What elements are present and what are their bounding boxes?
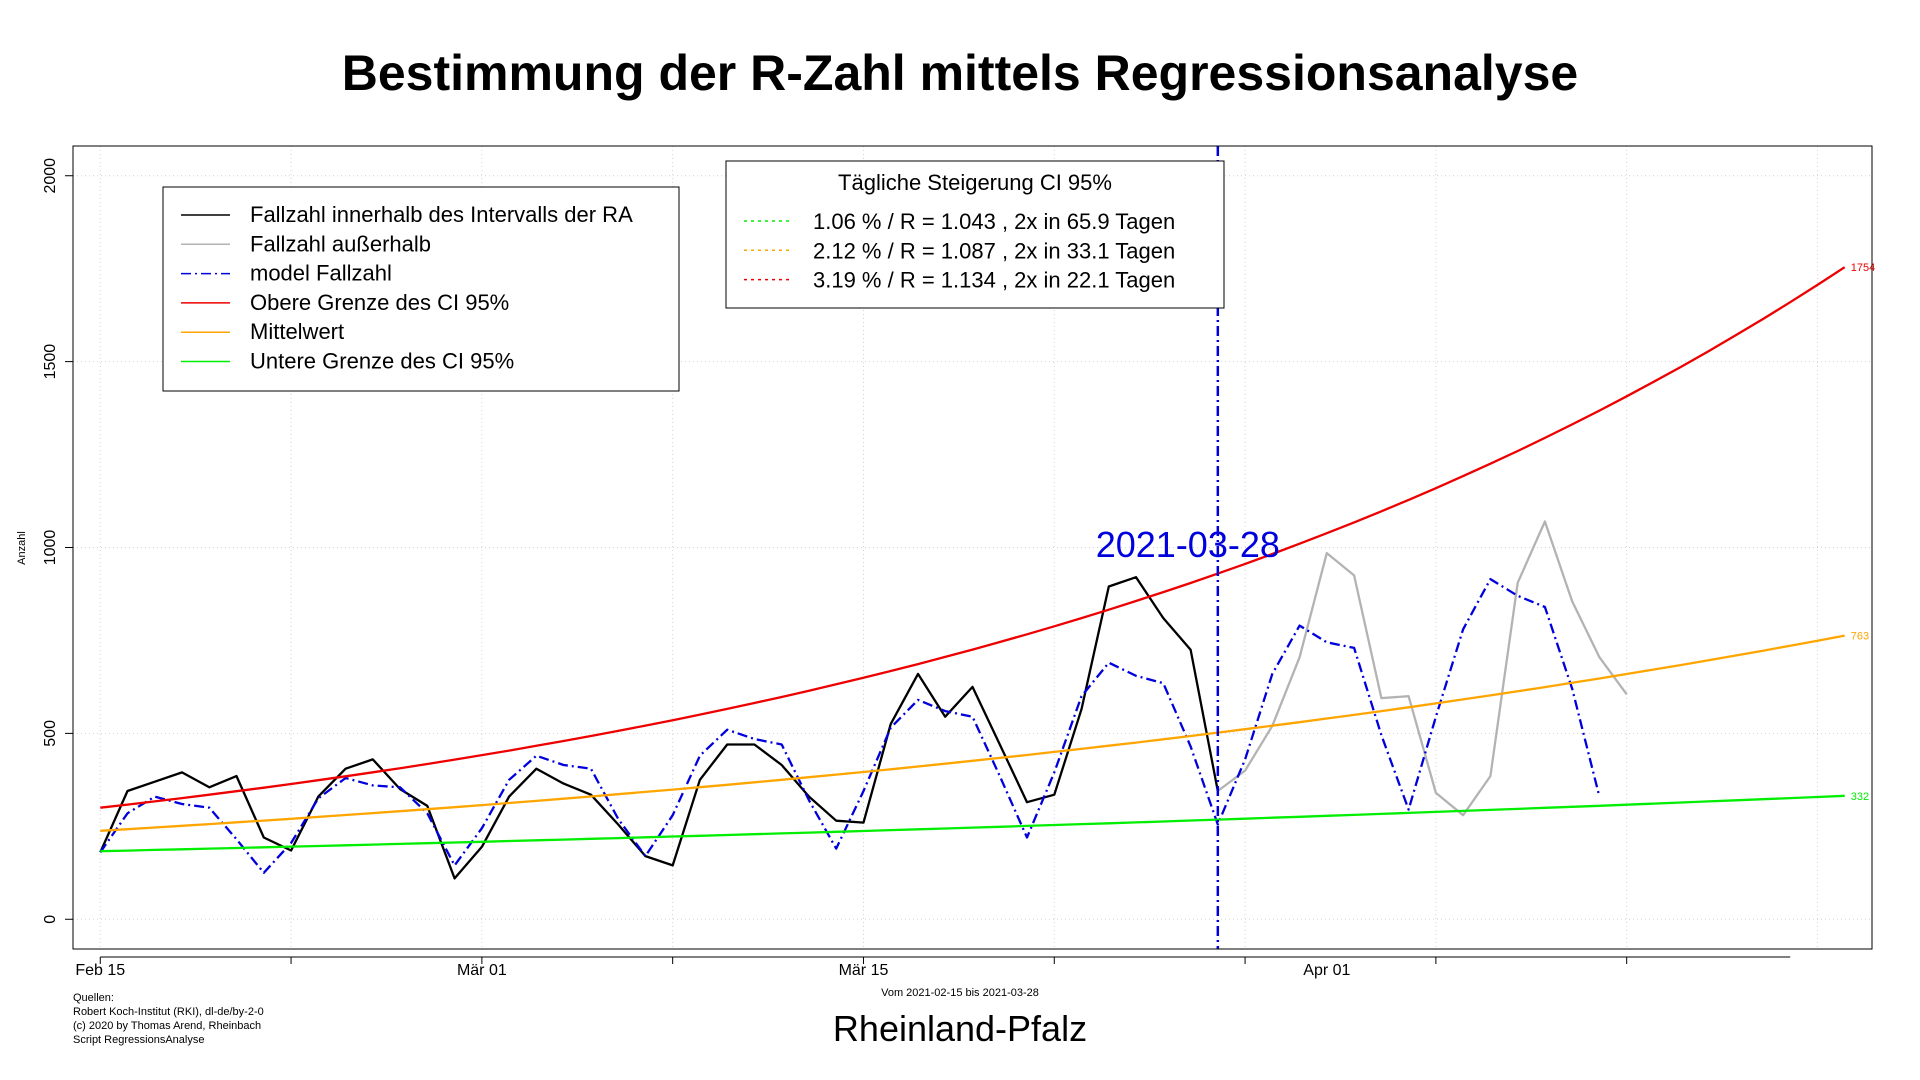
legend-label: Fallzahl innerhalb des Intervalls der RA — [250, 202, 633, 227]
ci-legend-label: 2.12 % / R = 1.087 , 2x in 33.1 Tagen — [813, 238, 1175, 263]
y-tick-label: 1500 — [42, 344, 59, 380]
legend-label: Untere Grenze des CI 95% — [250, 349, 514, 374]
ci-legend-label: 1.06 % / R = 1.043 , 2x in 65.9 Tagen — [813, 209, 1175, 234]
series-end-label: 1754 — [1851, 262, 1875, 274]
y-tick-label: 1000 — [42, 530, 59, 566]
date-range-text: Vom 2021-02-15 bis 2021-03-28 — [881, 987, 1039, 999]
x-tick-label: Feb 15 — [75, 962, 125, 979]
series-line — [1217, 520, 1628, 817]
y-tick-label: 500 — [42, 720, 59, 747]
series-line — [99, 577, 1601, 874]
legend-label: Fallzahl außerhalb — [250, 231, 431, 256]
series-line — [100, 266, 1846, 809]
legend-box — [162, 186, 680, 392]
series-end-label: 332 — [1851, 791, 1869, 803]
series-line — [100, 794, 1845, 853]
legend-label: Mittelwert — [250, 319, 344, 344]
legend: Fallzahl innerhalb des Intervalls der RA… — [162, 186, 680, 392]
source-line: Script RegressionsAnalyse — [73, 1034, 205, 1046]
ci-legend-title: Tägliche Steigerung CI 95% — [838, 170, 1112, 195]
series-end-label: 763 — [1851, 631, 1869, 643]
series-line — [100, 634, 1845, 832]
legend-label: Obere Grenze des CI 95% — [250, 290, 509, 315]
y-tick-label: 2000 — [42, 158, 59, 194]
x-tick-label: Apr 01 — [1303, 962, 1350, 979]
series-line — [99, 576, 1219, 880]
x-tick-label: Mär 01 — [457, 962, 507, 979]
legend-label: model Fallzahl — [250, 261, 392, 286]
ci-legend-box — [725, 160, 1225, 309]
chart-title: Bestimmung der R-Zahl mittels Regression… — [341, 45, 1579, 101]
y-axis-label: Anzahl — [16, 531, 28, 565]
x-tick-label: Mär 15 — [839, 962, 889, 979]
y-tick-label: 0 — [42, 915, 59, 924]
marker-label: 2021-03-28 — [1096, 524, 1280, 565]
ci-legend-label: 3.19 % / R = 1.134 , 2x in 22.1 Tagen — [813, 268, 1175, 293]
source-line: Robert Koch-Institut (RKI), dl-de/by-2-0 — [73, 1006, 264, 1018]
source-line: (c) 2020 by Thomas Arend, Rheinbach — [73, 1020, 262, 1032]
region-label: Rheinland-Pfalz — [832, 1008, 1088, 1049]
ci-legend: Tägliche Steigerung CI 95% 1.06 % / R = 1… — [725, 160, 1225, 309]
sources-heading: Quellen: — [73, 992, 114, 1004]
